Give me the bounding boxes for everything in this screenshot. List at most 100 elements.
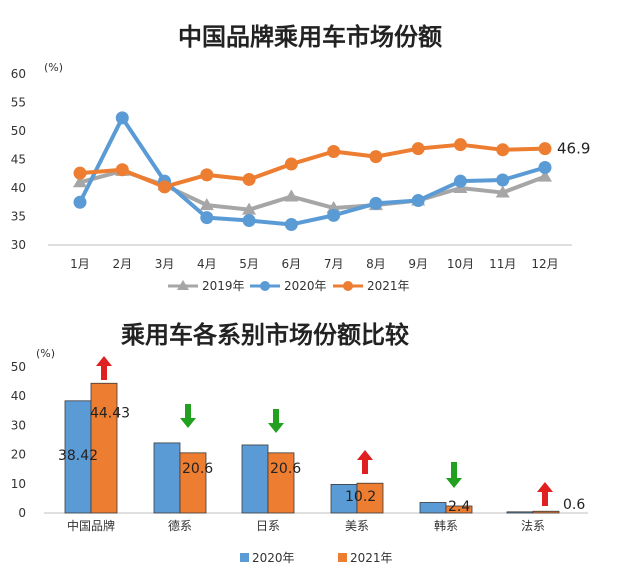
line-y-tick-label: 50 bbox=[11, 124, 26, 138]
bar-chart-legend: 2020年 2021年 bbox=[240, 551, 393, 565]
series-line bbox=[79, 142, 546, 189]
bar bbox=[506, 511, 534, 514]
bar-chart-x-ticks: 中国品牌 德系 日系 美系 韩系 法系 bbox=[67, 518, 545, 533]
bar bbox=[445, 505, 473, 514]
line-x-tick-label: 2月 bbox=[112, 257, 132, 271]
bar-chart-y-ticks: 0 10 20 30 40 50 bbox=[11, 360, 26, 520]
line-x-tick-label: 9月 bbox=[408, 257, 428, 271]
series-point bbox=[327, 208, 341, 222]
bar bbox=[356, 482, 384, 514]
legend-label: 2021年 bbox=[350, 551, 393, 565]
series-point bbox=[495, 185, 510, 198]
bar-x-tick-label: 德系 bbox=[168, 518, 192, 533]
series-point bbox=[538, 169, 552, 182]
series-point bbox=[453, 174, 467, 188]
series-point bbox=[369, 150, 383, 164]
bar-y-tick-label: 20 bbox=[11, 448, 26, 462]
bar-data-label: 0.6 bbox=[563, 497, 585, 513]
series-point bbox=[115, 163, 129, 177]
bar-x-tick-label: 中国品牌 bbox=[67, 518, 115, 533]
bar-data-label: 2.4 bbox=[448, 499, 470, 515]
trend-arrow-up bbox=[357, 450, 373, 474]
line-x-tick-label: 12月 bbox=[531, 257, 558, 271]
series-line bbox=[78, 115, 546, 227]
series-point bbox=[496, 143, 510, 157]
line-chart-unit: (%) bbox=[44, 61, 63, 74]
bar-data-label: 44.43 bbox=[90, 405, 130, 421]
series-point bbox=[369, 196, 383, 210]
line-x-tick-label: 1月 bbox=[70, 257, 90, 271]
series-point bbox=[242, 172, 256, 186]
line-x-tick-label: 11月 bbox=[489, 257, 516, 271]
legend-swatch bbox=[240, 553, 249, 562]
legend-label: 2021年 bbox=[367, 279, 410, 293]
trend-arrow-down bbox=[180, 404, 196, 428]
series-point bbox=[199, 198, 214, 211]
line-x-tick-label: 5月 bbox=[239, 257, 259, 271]
line-chart-title: 中国品牌乘用车市场份额 bbox=[178, 23, 442, 51]
series-point bbox=[496, 173, 510, 187]
line-x-tick-label: 6月 bbox=[282, 257, 302, 271]
legend-label: 2020年 bbox=[252, 551, 295, 565]
legend-marker bbox=[177, 280, 189, 290]
series-point bbox=[411, 142, 425, 156]
line-y-tick-label: 35 bbox=[11, 210, 26, 224]
series-point bbox=[200, 211, 214, 225]
bar-chart-data-labels: 38.42 44.43 20.6 20.6 10.2 2.4 0.6 bbox=[58, 405, 585, 515]
line-x-tick-label: 4月 bbox=[197, 257, 217, 271]
line-y-tick-label: 40 bbox=[11, 181, 26, 195]
bar-x-tick-label: 法系 bbox=[521, 519, 545, 533]
series-point bbox=[327, 145, 341, 159]
series-point bbox=[284, 157, 298, 171]
line-y-tick-label: 30 bbox=[11, 238, 26, 252]
trend-arrow-down bbox=[268, 409, 284, 433]
bar-y-tick-label: 50 bbox=[11, 360, 26, 374]
line-chart-x-ticks: 1月 2月 3月 4月 5月 6月 7月 8月 9月 10月 11月 12月 bbox=[70, 257, 558, 271]
bar-data-label: 20.6 bbox=[182, 461, 213, 477]
legend-label: 2019年 bbox=[202, 279, 245, 293]
bar-chart-bars bbox=[64, 382, 560, 514]
series-point bbox=[242, 213, 256, 227]
series-point bbox=[158, 180, 172, 194]
series-point bbox=[284, 217, 298, 231]
legend-swatch bbox=[338, 553, 347, 562]
series-point bbox=[73, 195, 87, 209]
series-point bbox=[73, 166, 87, 180]
line-chart-legend: 2019年 2020年 2021年 bbox=[168, 279, 410, 293]
bar bbox=[267, 452, 295, 514]
bar bbox=[153, 442, 181, 514]
series-point bbox=[538, 142, 552, 156]
series-point bbox=[538, 160, 552, 174]
series-point bbox=[242, 202, 257, 215]
line-x-tick-label: 10月 bbox=[447, 257, 474, 271]
legend-marker bbox=[260, 281, 270, 291]
bar-y-tick-label: 40 bbox=[11, 389, 26, 403]
series-point bbox=[115, 111, 129, 125]
series-point bbox=[200, 168, 214, 182]
bar-y-tick-label: 10 bbox=[11, 477, 26, 491]
bar-chart-title: 乘用车各系别市场份额比较 bbox=[120, 321, 409, 349]
legend-label: 2020年 bbox=[284, 279, 327, 293]
bar-x-tick-label: 日系 bbox=[256, 519, 280, 533]
legend-marker bbox=[343, 281, 353, 291]
bar-x-tick-label: 韩系 bbox=[434, 518, 458, 533]
bar-x-tick-label: 美系 bbox=[345, 519, 369, 533]
line-chart-series: 46.9 bbox=[73, 111, 590, 231]
line-x-tick-label: 3月 bbox=[155, 257, 175, 271]
bar bbox=[419, 502, 447, 514]
bar bbox=[90, 382, 118, 514]
series-point bbox=[411, 194, 425, 208]
series-point bbox=[73, 175, 87, 188]
series-point bbox=[453, 138, 467, 152]
series-point bbox=[284, 189, 299, 202]
bar bbox=[241, 444, 269, 514]
line-chart-y-ticks: 30 35 40 45 50 55 60 bbox=[11, 67, 26, 252]
line-y-tick-label: 45 bbox=[11, 153, 26, 167]
line-y-tick-label: 60 bbox=[11, 67, 26, 81]
bar-y-tick-label: 30 bbox=[11, 418, 26, 432]
line-end-label: 46.9 bbox=[557, 140, 590, 158]
bar-data-label: 38.42 bbox=[58, 448, 98, 464]
trend-arrow-up bbox=[96, 356, 112, 380]
